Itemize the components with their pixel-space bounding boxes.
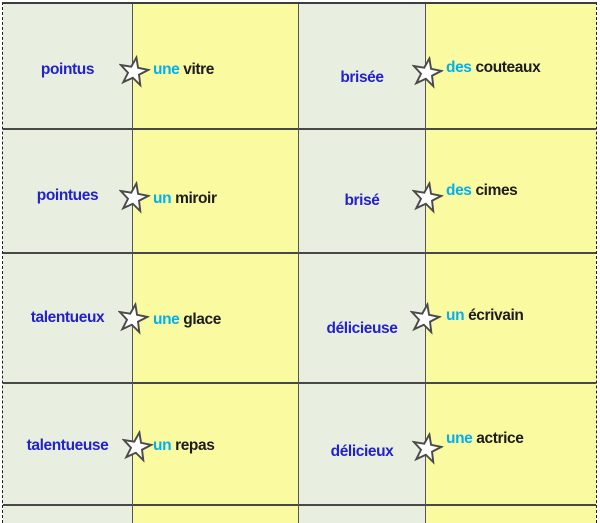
noun-text: cimes: [475, 182, 518, 199]
noun-text: miroir: [175, 190, 217, 207]
article-text: une: [153, 61, 180, 78]
noun-text: vitre: [183, 61, 215, 78]
adjective-card: pointues: [3, 130, 133, 254]
noun-card: une glace: [133, 254, 299, 384]
article-text: un: [153, 437, 172, 454]
adjective-text: brisé: [344, 192, 380, 209]
adjective-text: talentueux: [30, 309, 105, 326]
article-text: un: [153, 190, 172, 207]
adjective-text: brisée: [340, 69, 384, 86]
noun-card: une actrice: [426, 384, 596, 506]
noun-card: un repas: [133, 384, 299, 506]
noun-card: un miroir: [133, 130, 299, 254]
adjective-text: pointus: [40, 61, 95, 78]
noun-text: glace: [183, 311, 221, 328]
noun-text: couteaux: [475, 59, 541, 76]
partial-card: [3, 506, 133, 523]
noun-card: des couteaux: [426, 4, 596, 130]
article-text: un: [446, 307, 465, 324]
article-text: des: [446, 182, 472, 199]
noun-text: actrice: [476, 430, 524, 447]
adjective-card: délicieuse: [299, 254, 426, 384]
noun-text: écrivain: [468, 307, 524, 324]
partial-card: [133, 506, 299, 523]
adjective-card: pointus: [3, 4, 133, 130]
article-text: des: [446, 59, 472, 76]
noun-text: repas: [175, 437, 215, 454]
article-text: une: [446, 430, 473, 447]
noun-card: des cimes: [426, 130, 596, 254]
noun-card: un écrivain: [426, 254, 596, 384]
adjective-text: pointues: [36, 187, 99, 204]
partial-card: [426, 506, 596, 523]
adjective-text: délicieux: [330, 443, 394, 460]
partial-card: [299, 506, 426, 523]
noun-card: une vitre: [133, 4, 299, 130]
adjective-card: brisé: [299, 130, 426, 254]
adjective-card: brisée: [299, 4, 426, 130]
article-text: une: [153, 311, 180, 328]
adjective-card: talentueux: [3, 254, 133, 384]
adjective-text: talentueuse: [26, 437, 109, 454]
adjective-card: talentueuse: [3, 384, 133, 506]
adjective-card: délicieux: [299, 384, 426, 506]
adjective-text: délicieuse: [326, 320, 398, 337]
